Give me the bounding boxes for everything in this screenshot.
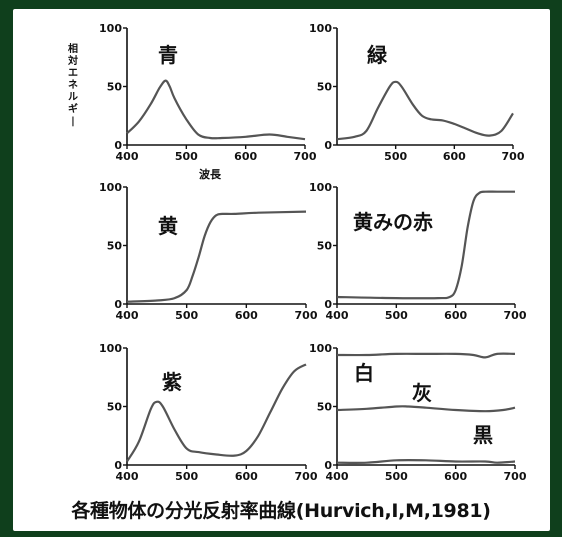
x-tick-label: 700 xyxy=(295,470,318,483)
y-axis-label-char: 相 xyxy=(68,42,78,55)
y-axis-label-char: エ xyxy=(68,68,78,79)
series-line xyxy=(126,363,307,463)
y-tick-label: 100 xyxy=(99,181,122,194)
y-tick-label: 0 xyxy=(324,459,332,472)
x-tick-label: 500 xyxy=(385,470,408,483)
x-tick-label: 400 xyxy=(326,309,349,322)
series-line xyxy=(336,458,516,464)
y-tick-label: 0 xyxy=(114,459,122,472)
y-tick-label: 50 xyxy=(317,81,333,94)
x-tick-label: 400 xyxy=(116,150,139,163)
y-tick-label: 50 xyxy=(107,81,123,94)
y-tick-label: 0 xyxy=(114,298,122,311)
x-tick-label: 500 xyxy=(175,309,198,322)
x-tick-label: 600 xyxy=(444,470,467,483)
y-axis-label-char: ル xyxy=(68,92,78,103)
x-tick-label: 400 xyxy=(116,309,139,322)
color-name-label: 紫 xyxy=(162,370,182,394)
series-line xyxy=(126,210,307,303)
x-tick-label: 600 xyxy=(235,309,258,322)
color-name-label: 白 xyxy=(354,361,374,385)
y-tick-label: 50 xyxy=(107,401,123,414)
x-tick-label: 600 xyxy=(234,150,257,163)
x-tick-label: 400 xyxy=(116,470,139,483)
color-name-label: 黒 xyxy=(473,423,493,447)
x-tick-label: 600 xyxy=(444,309,467,322)
x-tick-label: 500 xyxy=(175,150,198,163)
x-axis-label: 波長 xyxy=(199,167,222,181)
x-tick-label: 500 xyxy=(384,150,407,163)
x-tick-label: 700 xyxy=(295,309,318,322)
x-tick-label: 400 xyxy=(326,470,349,483)
y-tick-label: 50 xyxy=(317,401,333,414)
y-axis-label-char: ギ xyxy=(68,102,78,115)
x-tick-label: 600 xyxy=(235,470,258,483)
y-axis-label-char: 対 xyxy=(67,54,78,67)
series-line xyxy=(336,190,515,300)
y-tick-label: 100 xyxy=(309,181,332,194)
y-tick-label: 0 xyxy=(324,298,332,311)
series-line xyxy=(336,80,514,141)
x-tick-label: 500 xyxy=(175,470,198,483)
color-name-label: 黄みの赤 xyxy=(353,210,433,234)
x-tick-label: 500 xyxy=(385,309,408,322)
x-tick-label: 600 xyxy=(443,150,466,163)
color-name-label: 青 xyxy=(158,43,178,67)
y-tick-label: 100 xyxy=(309,22,332,35)
series-line xyxy=(336,352,516,359)
y-tick-label: 50 xyxy=(317,240,333,253)
figure-caption: 各種物体の分光反射率曲線(Hurvich,I,M,1981) xyxy=(71,500,491,522)
x-tick-label: 700 xyxy=(294,150,317,163)
y-axis-label-char: ネ xyxy=(68,79,78,91)
series-line xyxy=(126,79,306,141)
y-tick-label: 50 xyxy=(107,240,123,253)
color-name-label: 黄 xyxy=(158,214,178,238)
y-tick-label: 0 xyxy=(324,139,332,152)
y-tick-label: 100 xyxy=(99,342,122,355)
series-line xyxy=(336,405,516,413)
x-tick-label: 700 xyxy=(502,150,525,163)
x-tick-label: 700 xyxy=(504,309,527,322)
x-tick-label: 700 xyxy=(504,470,527,483)
y-tick-label: 100 xyxy=(99,22,122,35)
color-name-label: 灰 xyxy=(412,381,432,405)
y-tick-label: 0 xyxy=(114,139,122,152)
y-tick-label: 100 xyxy=(309,342,332,355)
y-axis-label-char: | xyxy=(71,116,75,127)
color-name-label: 緑 xyxy=(367,43,388,67)
